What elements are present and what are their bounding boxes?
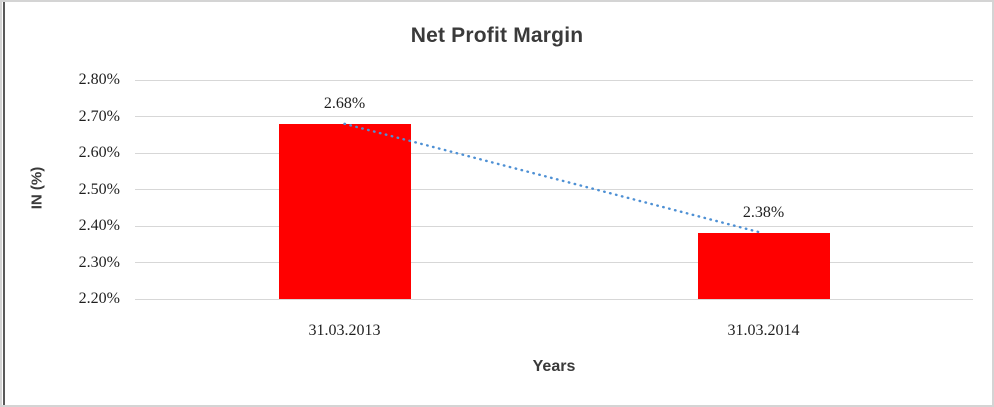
y-tick-label: 2.30% bbox=[78, 253, 120, 271]
x-category-label: 31.03.2013 bbox=[308, 322, 381, 339]
y-tick-label: 2.40% bbox=[78, 217, 120, 234]
y-tick-label: 2.70% bbox=[78, 107, 120, 125]
gridline bbox=[135, 298, 973, 300]
y-tick-label: 2.60% bbox=[78, 144, 120, 161]
data-label: 2.38% bbox=[742, 204, 785, 222]
gridline bbox=[135, 262, 973, 263]
gridline bbox=[135, 189, 973, 190]
y-tick-label: 2.20% bbox=[78, 290, 120, 307]
data-label: 2.68% bbox=[323, 94, 366, 112]
gridline bbox=[135, 225, 973, 227]
gridline bbox=[135, 79, 973, 81]
left-border-line bbox=[3, 2, 5, 405]
bar-31.03.2013[interactable] bbox=[278, 123, 411, 299]
y-tick-label: 2.80% bbox=[78, 71, 120, 88]
x-category-label: 31.03.2014 bbox=[727, 322, 800, 339]
gridline bbox=[135, 152, 973, 154]
chart-title: Net Profit Margin bbox=[410, 24, 584, 47]
x-axis-title: Years bbox=[532, 358, 576, 375]
y-tick-label: 2.50% bbox=[78, 180, 120, 198]
gridline bbox=[135, 116, 973, 117]
bar-31.03.2014[interactable] bbox=[697, 233, 830, 299]
